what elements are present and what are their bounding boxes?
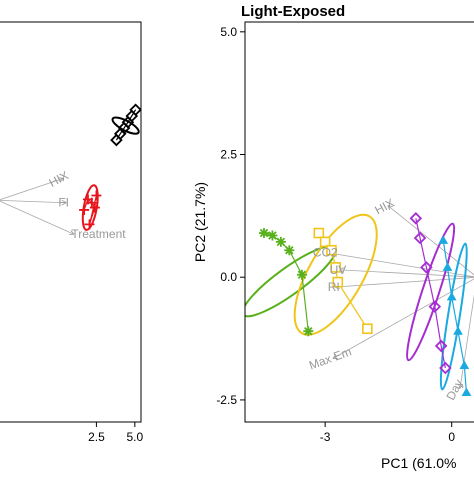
right-loading-label-1: CO2 — [313, 246, 338, 260]
left-x-tick-label-0: 2.5 — [88, 430, 105, 444]
left-loading-arrow-0 — [0, 179, 63, 201]
left-series-0-point-5 — [91, 190, 102, 201]
right-y-tick-label-3: 5.0 — [220, 25, 237, 39]
right-y-tick-label-1: 0.0 — [220, 270, 237, 284]
right-series-0-point-0 — [258, 228, 269, 239]
right-series-2-point-1 — [413, 231, 427, 245]
right-loading-arrow-5 — [460, 294, 474, 387]
right-series-0-point-1 — [267, 230, 278, 241]
right-loading-label-3: RI — [328, 280, 340, 294]
right-series-2-point-2 — [420, 261, 433, 274]
right-series-3-ellipse — [439, 242, 468, 391]
left-series-0-point-3 — [89, 202, 100, 213]
right-y-tick-label-0: -2.5 — [216, 393, 237, 407]
right-axes: -3 0 -2.5 0.0 2.5 5.0 — [216, 25, 455, 444]
right-series-3-point-4 — [459, 360, 470, 370]
right-series-1-point-2 — [326, 244, 337, 256]
right-x-axis-label: PC1 (61.0% — [381, 455, 456, 471]
right-series-2-point-4 — [434, 339, 448, 353]
left-plot-frame — [0, 21, 142, 423]
right-series-0-point-3 — [284, 245, 295, 256]
right-loading-arrow-2 — [340, 270, 474, 278]
right-series-2-point-3 — [428, 300, 442, 313]
right-series-1-point-4 — [332, 276, 344, 288]
right-loading-arrow-1 — [327, 253, 474, 278]
left-x-tick-label-1: 5.0 — [127, 430, 144, 444]
left-loading-label-0: HIX — [47, 168, 71, 190]
right-series-3-path — [442, 240, 468, 393]
right-loading-arrow-0 — [388, 206, 474, 276]
right-loading-label-4: Max Em — [307, 344, 353, 372]
left-panel: HIX FI Treatment 2.5 5.0 — [0, 21, 144, 444]
right-series-0-point-5 — [303, 326, 314, 337]
right-series-3-point-0 — [438, 235, 449, 244]
right-plot-frame — [244, 21, 474, 423]
right-series-1-point-5 — [362, 323, 373, 335]
left-series-0-point-0 — [79, 204, 90, 215]
right-series-2-ellipse — [406, 222, 456, 362]
right-panel-title: Light-Exposed — [241, 3, 345, 20]
left-plot-area: HIX FI Treatment — [0, 103, 141, 241]
left-loading-label-1: FI — [58, 196, 69, 210]
right-loading-arrow-3 — [336, 277, 474, 287]
left-loading-label-2: Treatment — [71, 227, 126, 241]
right-series-3-point-3 — [453, 326, 463, 335]
left-axes: 2.5 5.0 — [88, 422, 144, 444]
right-series-3-point-2 — [446, 291, 457, 301]
right-series-1-point-3 — [330, 262, 341, 273]
right-series-0-point-4 — [296, 269, 307, 280]
right-series-3-point-1 — [442, 262, 453, 271]
right-series-0-point-2 — [275, 236, 286, 247]
right-series-2-point-5 — [439, 361, 452, 375]
right-series-1-ellipse — [293, 213, 378, 336]
right-series-1-point-0 — [313, 227, 325, 239]
right-loading-label-2: UV — [330, 263, 347, 277]
right-series-3-point-5 — [461, 387, 472, 397]
right-y-axis-label: PC2 (21.7%) — [192, 182, 208, 262]
left-loading-arrow-2 — [0, 200, 73, 234]
right-loading-label-0: HIX — [372, 196, 396, 218]
right-series-1-point-1 — [319, 236, 331, 248]
right-y-tick-label-2: 2.5 — [220, 148, 237, 162]
right-x-tick-label-0: -3 — [320, 430, 331, 444]
right-series-2-point-0 — [409, 212, 423, 225]
left-loading-arrow-1 — [0, 199, 66, 202]
right-x-tick-label-1: 0 — [448, 430, 455, 444]
left-series-1-point-5 — [129, 103, 141, 116]
left-series-0-point-4 — [84, 219, 95, 230]
